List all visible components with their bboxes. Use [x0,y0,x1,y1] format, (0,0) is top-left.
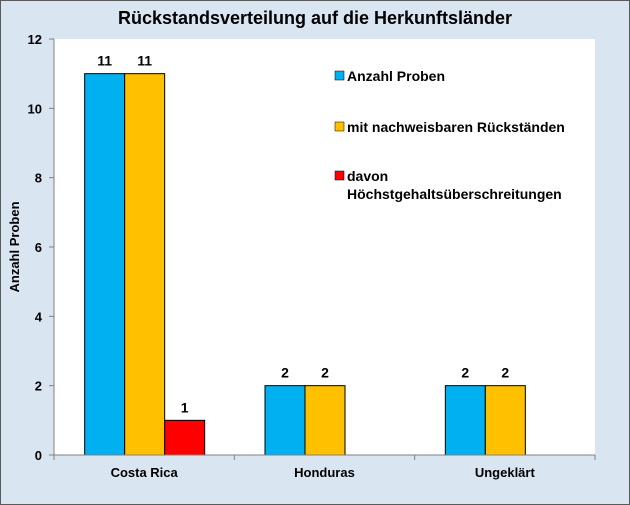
legend-swatch [334,170,345,181]
bar-data-label: 11 [137,53,152,69]
bar-data-label: 1 [181,399,189,415]
y-tick-label: 4 [35,309,43,324]
bar [164,419,206,456]
bar-data-label: 2 [461,365,469,381]
y-tick-label: 6 [35,240,42,255]
y-tick-label: 2 [35,379,42,394]
chart-title: Rückstandsverteilung auf die Herkunftslä… [117,8,513,28]
bar [484,385,526,456]
x-tick-label: Ungeklärt [475,465,536,480]
legend-label: davon [347,168,388,184]
legend-label: Anzahl Proben [347,68,445,84]
x-tick-label: Costa Rica [111,465,179,480]
bar [304,385,346,456]
bar [124,73,166,456]
bar-data-label: 2 [501,365,509,381]
y-tick-label: 8 [35,171,42,186]
bar-data-label: 11 [97,53,112,69]
legend-label: mit nachweisbaren Rückständen [347,119,565,135]
bar-data-label: 2 [321,365,329,381]
y-axis-title: Anzahl Proben [7,201,22,292]
y-tick-label: 0 [35,448,42,463]
bar [444,385,486,456]
legend-label: Höchstgehaltsüberschreitungen [347,186,562,202]
bar-data-label: 2 [281,365,289,381]
bar [84,73,126,456]
bar [264,385,306,456]
y-tick-label: 12 [28,32,42,47]
legend-swatch [334,70,345,81]
legend-swatch [334,121,345,132]
x-tick-label: Honduras [294,465,355,480]
y-tick-label: 10 [28,101,42,116]
